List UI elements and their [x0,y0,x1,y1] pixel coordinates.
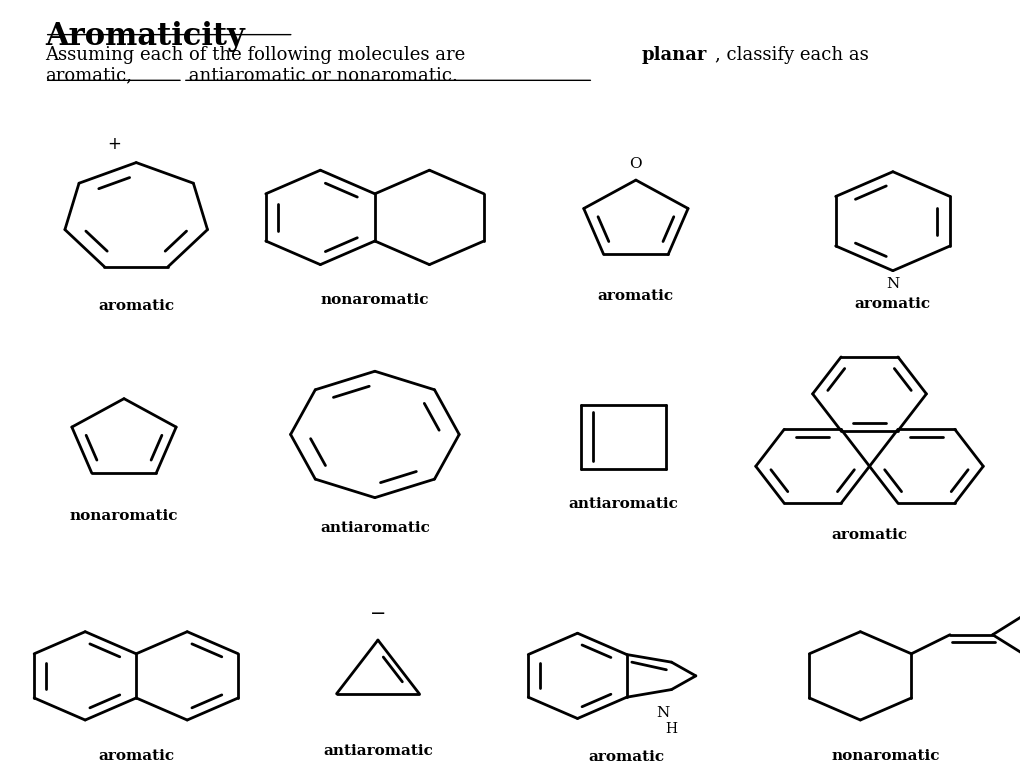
Text: O: O [630,157,642,171]
Text: antiaromatic: antiaromatic [323,743,433,757]
Text: antiaromatic: antiaromatic [319,520,430,534]
Text: aromatic,: aromatic, [45,66,132,85]
Text: aromatic: aromatic [98,299,174,313]
Text: nonaromatic: nonaromatic [70,509,178,523]
Text: nonaromatic: nonaromatic [831,749,940,763]
Text: antiaromatic or nonaromatic.: antiaromatic or nonaromatic. [183,66,458,85]
Text: , classify each as: , classify each as [715,46,869,64]
Text: H: H [666,722,678,736]
Text: N: N [656,706,670,720]
Text: aromatic: aromatic [855,297,931,311]
Text: planar: planar [642,46,708,64]
Text: aromatic: aromatic [598,289,674,303]
Text: Aromaticity: Aromaticity [45,21,245,52]
Text: antiaromatic: antiaromatic [568,497,679,511]
Text: nonaromatic: nonaromatic [321,293,429,306]
Text: aromatic: aromatic [589,750,665,764]
Text: aromatic: aromatic [831,528,907,542]
Text: N: N [886,277,899,291]
Text: Assuming each of the following molecules are: Assuming each of the following molecules… [45,46,471,64]
Text: +: + [106,135,121,154]
Text: −: − [370,604,386,623]
Text: aromatic: aromatic [98,749,174,763]
